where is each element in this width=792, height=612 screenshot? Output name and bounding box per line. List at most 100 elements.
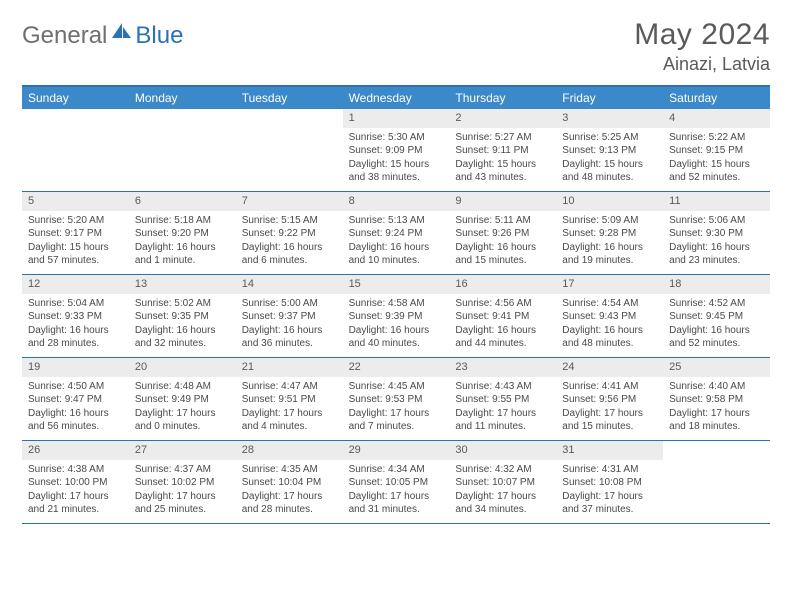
weekday-header: Sunday Monday Tuesday Wednesday Thursday… <box>22 87 770 109</box>
day-cell: 27Sunrise: 4:37 AMSunset: 10:02 PMDaylig… <box>129 441 236 523</box>
brand-part2: Blue <box>135 22 183 50</box>
sunset-text: Sunset: 9:09 PM <box>349 144 444 158</box>
day-cell: 28Sunrise: 4:35 AMSunset: 10:04 PMDaylig… <box>236 441 343 523</box>
sunrise-text: Sunrise: 5:06 AM <box>669 214 764 228</box>
month-year: May 2024 <box>634 18 770 52</box>
day-number: 5 <box>22 192 129 211</box>
daylight-text: Daylight: 17 hours and 31 minutes. <box>349 490 444 517</box>
sunset-text: Sunset: 10:08 PM <box>562 476 657 490</box>
day-cell: 1Sunrise: 5:30 AMSunset: 9:09 PMDaylight… <box>343 109 450 191</box>
day-cell <box>129 109 236 191</box>
sunset-text: Sunset: 9:39 PM <box>349 310 444 324</box>
sunrise-text: Sunrise: 4:48 AM <box>135 380 230 394</box>
sunrise-text: Sunrise: 5:02 AM <box>135 297 230 311</box>
week-row: 26Sunrise: 4:38 AMSunset: 10:00 PMDaylig… <box>22 441 770 524</box>
sunset-text: Sunset: 10:07 PM <box>455 476 550 490</box>
day-cell: 23Sunrise: 4:43 AMSunset: 9:55 PMDayligh… <box>449 358 556 440</box>
day-cell: 26Sunrise: 4:38 AMSunset: 10:00 PMDaylig… <box>22 441 129 523</box>
daylight-text: Daylight: 17 hours and 15 minutes. <box>562 407 657 434</box>
sunset-text: Sunset: 9:56 PM <box>562 393 657 407</box>
weekday-mon: Monday <box>129 87 236 109</box>
sunrise-text: Sunrise: 4:54 AM <box>562 297 657 311</box>
daylight-text: Daylight: 16 hours and 19 minutes. <box>562 241 657 268</box>
day-number: 21 <box>236 358 343 377</box>
daylight-text: Daylight: 17 hours and 34 minutes. <box>455 490 550 517</box>
day-cell: 11Sunrise: 5:06 AMSunset: 9:30 PMDayligh… <box>663 192 770 274</box>
day-body: Sunrise: 4:31 AMSunset: 10:08 PMDaylight… <box>556 462 663 521</box>
day-number: 18 <box>663 275 770 294</box>
weeks-container: 1Sunrise: 5:30 AMSunset: 9:09 PMDaylight… <box>22 109 770 524</box>
day-number: 6 <box>129 192 236 211</box>
sunset-text: Sunset: 9:58 PM <box>669 393 764 407</box>
sunrise-text: Sunrise: 5:22 AM <box>669 131 764 145</box>
day-cell <box>663 441 770 523</box>
sunrise-text: Sunrise: 4:34 AM <box>349 463 444 477</box>
daylight-text: Daylight: 16 hours and 10 minutes. <box>349 241 444 268</box>
sunrise-text: Sunrise: 5:13 AM <box>349 214 444 228</box>
day-body: Sunrise: 4:58 AMSunset: 9:39 PMDaylight:… <box>343 296 450 355</box>
weekday-tue: Tuesday <box>236 87 343 109</box>
daylight-text: Daylight: 17 hours and 37 minutes. <box>562 490 657 517</box>
week-row: 12Sunrise: 5:04 AMSunset: 9:33 PMDayligh… <box>22 275 770 358</box>
sunrise-text: Sunrise: 4:31 AM <box>562 463 657 477</box>
day-cell: 19Sunrise: 4:50 AMSunset: 9:47 PMDayligh… <box>22 358 129 440</box>
weekday-sun: Sunday <box>22 87 129 109</box>
sunset-text: Sunset: 9:11 PM <box>455 144 550 158</box>
day-body: Sunrise: 4:45 AMSunset: 9:53 PMDaylight:… <box>343 379 450 438</box>
day-number: 14 <box>236 275 343 294</box>
day-cell: 8Sunrise: 5:13 AMSunset: 9:24 PMDaylight… <box>343 192 450 274</box>
day-body <box>129 130 236 135</box>
daylight-text: Daylight: 17 hours and 21 minutes. <box>28 490 123 517</box>
sunset-text: Sunset: 9:26 PM <box>455 227 550 241</box>
day-cell: 3 Sunrise: 5:25 AMSunset: 9:13 PMDaylight… <box>556 109 663 191</box>
day-body: Sunrise: 5:00 AMSunset: 9:37 PMDaylight:… <box>236 296 343 355</box>
sunrise-text: Sunrise: 5:27 AM <box>455 131 550 145</box>
day-number <box>663 441 770 460</box>
day-cell: 22 Sunrise: 4:45 AMSunset: 9:53 PMDayligh… <box>343 358 450 440</box>
daylight-text: Daylight: 16 hours and 44 minutes. <box>455 324 550 351</box>
daylight-text: Daylight: 16 hours and 48 minutes. <box>562 324 657 351</box>
day-body: Sunrise: 4:38 AMSunset: 10:00 PMDaylight… <box>22 462 129 521</box>
sunrise-text: Sunrise: 4:43 AM <box>455 380 550 394</box>
daylight-text: Daylight: 17 hours and 4 minutes. <box>242 407 337 434</box>
day-cell: 24 Sunrise: 4:41 AMSunset: 9:56 PMDayligh… <box>556 358 663 440</box>
day-number: 29 <box>343 441 450 460</box>
day-number: 10 <box>556 192 663 211</box>
day-body: Sunrise: 4:34 AMSunset: 10:05 PMDaylight… <box>343 462 450 521</box>
day-body: Sunrise: 4:35 AMSunset: 10:04 PMDaylight… <box>236 462 343 521</box>
day-cell: 16Sunrise: 4:56 AMSunset: 9:41 PMDayligh… <box>449 275 556 357</box>
sunset-text: Sunset: 10:00 PM <box>28 476 123 490</box>
day-number: 24 <box>556 358 663 377</box>
sunset-text: Sunset: 9:22 PM <box>242 227 337 241</box>
day-number: 22 <box>343 358 450 377</box>
sunset-text: Sunset: 10:04 PM <box>242 476 337 490</box>
sunset-text: Sunset: 9:41 PM <box>455 310 550 324</box>
sunset-text: Sunset: 9:30 PM <box>669 227 764 241</box>
week-row: 1Sunrise: 5:30 AMSunset: 9:09 PMDaylight… <box>22 109 770 192</box>
daylight-text: Daylight: 15 hours and 57 minutes. <box>28 241 123 268</box>
daylight-text: Daylight: 16 hours and 28 minutes. <box>28 324 123 351</box>
day-cell: 17Sunrise: 4:54 AMSunset: 9:43 PMDayligh… <box>556 275 663 357</box>
day-body: Sunrise: 5:11 AMSunset: 9:26 PMDaylight:… <box>449 213 556 272</box>
day-body: Sunrise: 5:22 AMSunset: 9:15 PMDaylight:… <box>663 130 770 189</box>
day-cell: 31Sunrise: 4:31 AMSunset: 10:08 PMDaylig… <box>556 441 663 523</box>
daylight-text: Daylight: 17 hours and 25 minutes. <box>135 490 230 517</box>
week-row: 19Sunrise: 4:50 AMSunset: 9:47 PMDayligh… <box>22 358 770 441</box>
sunset-text: Sunset: 9:24 PM <box>349 227 444 241</box>
day-cell: 12Sunrise: 5:04 AMSunset: 9:33 PMDayligh… <box>22 275 129 357</box>
day-body <box>236 130 343 135</box>
daylight-text: Daylight: 16 hours and 52 minutes. <box>669 324 764 351</box>
brand-sail-icon <box>111 21 133 46</box>
sunset-text: Sunset: 9:47 PM <box>28 393 123 407</box>
sunrise-text: Sunrise: 5:18 AM <box>135 214 230 228</box>
sunrise-text: Sunrise: 4:41 AM <box>562 380 657 394</box>
day-number: 12 <box>22 275 129 294</box>
day-number: 3 <box>556 109 663 128</box>
day-cell: 2Sunrise: 5:27 AMSunset: 9:11 PMDaylight… <box>449 109 556 191</box>
sunrise-text: Sunrise: 4:50 AM <box>28 380 123 394</box>
day-body: Sunrise: 5:25 AMSunset: 9:13 PMDaylight:… <box>556 130 663 189</box>
day-number: 30 <box>449 441 556 460</box>
sunrise-text: Sunrise: 4:45 AM <box>349 380 444 394</box>
sunset-text: Sunset: 9:13 PM <box>562 144 657 158</box>
weekday-fri: Friday <box>556 87 663 109</box>
